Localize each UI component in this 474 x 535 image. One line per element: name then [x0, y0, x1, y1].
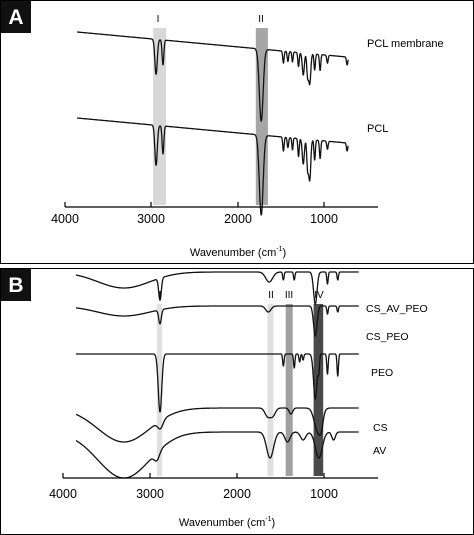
band-ii — [267, 304, 274, 476]
trace-pcl-membrane — [76, 31, 349, 122]
panel-a-tick-label-1000: 1000 — [310, 212, 338, 226]
panel-a-tick-label-3000: 3000 — [137, 212, 165, 226]
band-iv — [313, 304, 324, 476]
panel-a-frame — [0, 0, 474, 264]
trace-pcl — [76, 117, 349, 216]
panel-a-traces — [76, 31, 349, 216]
panel-a-tick-label-4000: 4000 — [51, 212, 79, 226]
panel-a-x-label: Wavenumber (cm-1) — [190, 246, 286, 259]
panel-a-tick-label-2000: 2000 — [224, 212, 252, 226]
panel-b-tick-label-3000: 3000 — [136, 487, 164, 501]
panel-b-letter: B — [8, 274, 23, 297]
band-i — [157, 304, 163, 476]
panel-a-trace-label-pcl: PCL — [367, 123, 388, 135]
panel-b-badge — [1, 269, 31, 301]
panel-b-frame — [0, 268, 474, 535]
trace-cs-peo — [75, 305, 360, 337]
trace-cs-av-peo — [75, 271, 360, 305]
panel-b-ticks — [62, 473, 325, 478]
panel-b-band-label-iii: III — [285, 290, 293, 301]
panel-b-trace-label-av: AV — [373, 445, 386, 457]
trace-cs — [75, 407, 360, 443]
panel-b-trace-label-cs-av-peo: CS_AV_PEO — [366, 303, 428, 315]
panel-a-letter: A — [8, 6, 23, 29]
panel-b-trace-label-cs: CS — [373, 422, 388, 434]
panel-b-tick-label-4000: 4000 — [49, 487, 77, 501]
panel-a-band-label-i: I — [157, 14, 160, 25]
panel-a-band-label-ii: II — [258, 14, 264, 25]
panel-b-tick-label-2000: 2000 — [223, 487, 251, 501]
panel-b-band-label-i: I — [159, 290, 162, 301]
panel-a-trace-label-pcl-membrane: PCL membrane — [367, 38, 444, 50]
panel-b-band-label-iv: IV — [314, 290, 324, 301]
panel-b-trace-label-cs-peo: CS_PEO — [366, 331, 409, 343]
panel-b-band-label-ii: II — [268, 290, 274, 301]
panel-b-trace-label-peo: PEO — [371, 367, 393, 379]
panel-b-x-label: Wavenumber (cm-1) — [179, 516, 275, 529]
panel-a-ticks — [64, 202, 325, 207]
band-iii — [285, 304, 293, 476]
trace-peo — [75, 353, 360, 413]
panel-a-badge — [1, 1, 31, 33]
panel-b-tick-label-1000: 1000 — [310, 487, 338, 501]
panel-b-bands — [157, 304, 324, 476]
